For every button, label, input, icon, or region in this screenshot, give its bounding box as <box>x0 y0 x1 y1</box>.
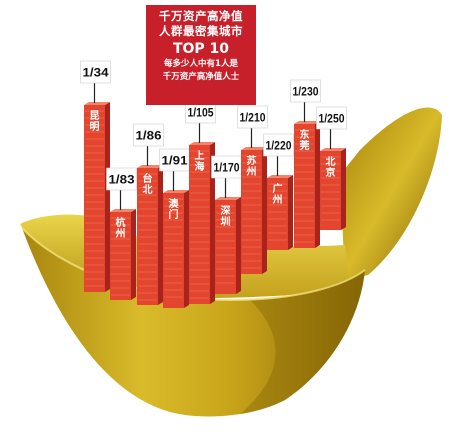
bar-side <box>315 121 320 248</box>
title-box: 千万资产高净值 人群最密集城市 TOP 10 每多少人中有1人是 千万资产高净值… <box>146 5 256 105</box>
bar-top <box>110 209 136 212</box>
data-label: 1/86 <box>136 129 162 143</box>
data-label: 1/220 <box>266 139 292 153</box>
title-line-3: TOP 10 <box>172 41 230 57</box>
category-label-char: 上 <box>195 149 205 162</box>
data-label: 1/210 <box>240 111 266 125</box>
bar-top <box>294 121 320 124</box>
category-label-char: 门 <box>169 208 179 221</box>
bar-group: 1/210 苏州 <box>237 105 268 274</box>
bar-group: 1/170 深圳 <box>211 155 242 294</box>
category-label-char: 广 <box>273 182 283 195</box>
subtitle-line-2: 千万资产高净值人士 <box>162 72 240 82</box>
bar-top <box>84 102 110 105</box>
data-label: 1/83 <box>109 173 135 187</box>
bar-side <box>158 165 163 305</box>
bar-group: 1/220 广州 <box>263 133 294 250</box>
bar-group: 1/250 北京 <box>316 106 347 230</box>
data-label-box <box>237 105 268 129</box>
data-label-box <box>106 167 137 191</box>
bar <box>189 145 210 304</box>
data-label: 1/250 <box>319 112 345 126</box>
data-label-box <box>133 123 164 147</box>
data-label: 1/170 <box>214 161 240 175</box>
bar <box>110 212 131 300</box>
data-label: 1/230 <box>293 85 319 99</box>
bar-side <box>288 175 293 250</box>
bar-group: 1/34 昆明 <box>80 60 111 292</box>
category-label-char: 海 <box>195 160 205 173</box>
bar-top <box>241 147 267 150</box>
category-label-char: 圳 <box>221 215 231 228</box>
bar-group: 1/105 上海 <box>185 100 216 304</box>
bar-top <box>137 165 163 168</box>
category-label-char: 州 <box>115 228 126 240</box>
data-label: 1/91 <box>162 154 188 168</box>
bar-group: 1/230 东莞 <box>290 79 321 248</box>
bar-top <box>163 190 189 193</box>
bar-side <box>210 142 215 304</box>
bar <box>215 200 236 294</box>
title-line-2: 人群最密集城市 <box>159 24 243 38</box>
category-label-char: 澳 <box>169 197 180 210</box>
data-label-box <box>80 60 111 84</box>
category-label-char: 杭 <box>116 216 126 229</box>
bar-group: 1/83 杭州 <box>106 167 137 300</box>
category-label-char: 京 <box>326 166 336 179</box>
category-label-char: 北 <box>326 155 336 168</box>
bar-side <box>105 102 110 292</box>
bar-top <box>189 142 215 145</box>
bar-group: 1/91 澳门 <box>159 148 190 308</box>
bar-side <box>262 147 267 274</box>
bar-top <box>267 175 293 178</box>
bar-top <box>215 197 241 200</box>
category-label-char: 昆 <box>90 110 100 122</box>
bar-side <box>236 197 241 294</box>
subtitle-line-1: 每多少人中有1人是 <box>164 59 238 69</box>
bar <box>84 105 105 292</box>
bar <box>267 178 288 250</box>
category-label-char: 深 <box>221 204 231 217</box>
category-label-char: 台 <box>143 172 153 185</box>
category-label-char: 州 <box>246 166 257 178</box>
bar-group: 1/86 台北 <box>133 123 164 305</box>
bar-top <box>320 148 346 151</box>
bar-side <box>184 190 189 308</box>
ingot-body <box>22 228 365 417</box>
data-label-box <box>316 106 347 130</box>
title-line-1: 千万资产高净值 <box>159 9 243 23</box>
bar-side <box>131 209 136 300</box>
data-label: 1/34 <box>83 66 109 80</box>
category-label-char: 北 <box>143 183 153 196</box>
data-label-box <box>263 133 294 157</box>
category-label-char: 东 <box>300 128 310 141</box>
data-label: 1/105 <box>188 106 214 120</box>
bar-side <box>341 148 346 230</box>
category-label-char: 州 <box>272 194 283 206</box>
category-label-char: 苏 <box>247 154 257 167</box>
ingot-right-wing <box>340 107 442 280</box>
ingot-body-shadow <box>240 270 365 414</box>
category-label-char: 莞 <box>300 139 310 152</box>
category-label-char: 明 <box>90 121 100 133</box>
data-label-box <box>290 79 321 103</box>
bar <box>163 193 184 308</box>
